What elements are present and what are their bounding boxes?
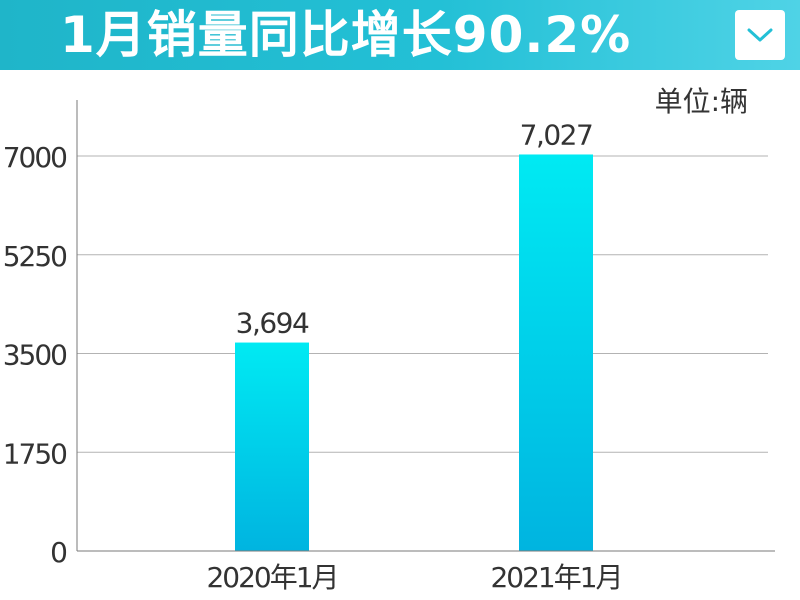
chevron-down-icon xyxy=(747,28,773,42)
x-tick-label: 2021年1月 xyxy=(490,561,621,594)
bar xyxy=(235,342,309,551)
bar-value-label: 7,027 xyxy=(520,118,593,151)
y-tick-label: 3500 xyxy=(3,339,66,372)
y-tick-label: 7000 xyxy=(3,141,66,174)
y-tick-label: 0 xyxy=(50,536,66,569)
x-tick-label: 2020年1月 xyxy=(206,561,337,594)
y-tick-label: 1750 xyxy=(3,437,66,470)
y-tick-label: 5250 xyxy=(3,240,66,273)
unit-label: 单位:辆 xyxy=(654,85,748,118)
bar xyxy=(519,154,593,551)
dropdown-button[interactable] xyxy=(735,10,785,60)
bar-value-label: 3,694 xyxy=(236,307,309,340)
header-banner: 1月销量同比增长90.2% xyxy=(0,0,800,70)
page-title: 1月销量同比增长90.2% xyxy=(60,6,632,64)
